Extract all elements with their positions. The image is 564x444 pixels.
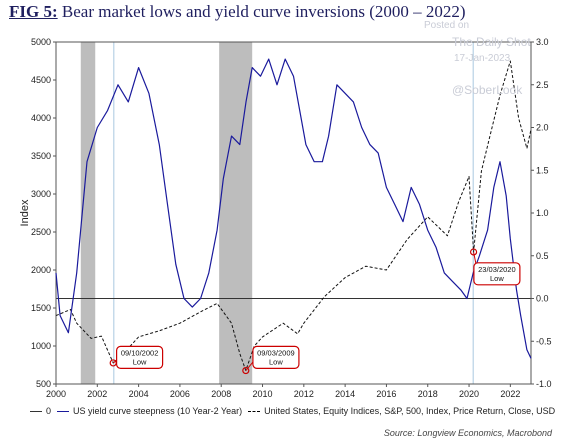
y-right-tick-label: 0.5 xyxy=(536,251,549,261)
annotation-sub-3: Low xyxy=(490,274,504,283)
y-right-tick-label: -1.0 xyxy=(536,379,552,389)
y-left-tick-label: 5000 xyxy=(31,37,51,47)
y-left-tick-label: 2500 xyxy=(31,227,51,237)
y-left-tick-label: 1500 xyxy=(31,303,51,313)
legend-label-2: US yield curve steepness (10 Year-2 Year… xyxy=(73,406,243,416)
y-right-tick-label: 2.0 xyxy=(536,123,549,133)
y-right-tick-label: -0.5 xyxy=(536,336,552,346)
legend-item-3: United States, Equity Indices, S&P, 500,… xyxy=(248,406,555,416)
x-tick-label: 2008 xyxy=(211,389,231,399)
y-left-tick-label: 4500 xyxy=(31,75,51,85)
series-sp500-line xyxy=(55,60,532,371)
legend-item-1: 0 xyxy=(30,406,51,416)
watermark-date: 17-Jan-2023 xyxy=(454,53,511,64)
chart-title: FIG 5: Bear market lows and yield curve … xyxy=(9,2,466,22)
legend-swatch-1 xyxy=(30,410,42,412)
chart-title-text: Bear market lows and yield curve inversi… xyxy=(57,2,466,21)
annotation-date-3: 23/03/2020 xyxy=(478,265,516,274)
watermark-posted-on: Posted on xyxy=(424,20,470,31)
y-left-tick-label: 500 xyxy=(36,379,51,389)
annotation-marker-3 xyxy=(469,248,478,256)
watermark-handle: @SoberLook xyxy=(452,83,523,97)
y-right-tick-label: 1.0 xyxy=(536,208,549,218)
recession-shading-1 xyxy=(80,42,96,384)
annotation-box-2 xyxy=(252,345,300,369)
x-tick-label: 2006 xyxy=(170,389,190,399)
y-left-tick-label: 4000 xyxy=(31,113,51,123)
x-tick-label: 2020 xyxy=(459,389,479,399)
annotation-date-1: 09/10/2002 xyxy=(121,348,159,357)
annotation-date-2: 09/03/2009 xyxy=(257,348,295,357)
y-axis-label: Index xyxy=(19,199,31,226)
series-yield-curve-line xyxy=(55,58,532,359)
legend-swatch-2 xyxy=(57,410,70,412)
chart-legend: 0 US yield curve steepness (10 Year-2 Yea… xyxy=(30,406,561,416)
annotation-box-3 xyxy=(473,262,521,286)
x-tick-label: 2010 xyxy=(253,389,273,399)
y-left-tick-label: 2000 xyxy=(31,265,51,275)
x-tick-label: 2016 xyxy=(376,389,396,399)
x-tick-label: 2014 xyxy=(335,389,355,399)
annotation-box-1 xyxy=(116,345,164,369)
y-right-tick-label: 3.0 xyxy=(536,37,549,47)
x-tick-label: 2004 xyxy=(129,389,149,399)
figure-number: FIG 5: xyxy=(9,2,58,21)
y-left-tick-label: 3000 xyxy=(31,189,51,199)
y-left-tick-label: 1000 xyxy=(31,341,51,351)
x-tick-label: 2018 xyxy=(418,389,438,399)
x-tick-label: 2000 xyxy=(46,389,66,399)
source-note: Source: Longview Economics, Macrobond xyxy=(383,428,552,438)
y-right-tick-label: 0.0 xyxy=(536,294,549,304)
annotation-sub-1: Low xyxy=(133,357,147,366)
x-tick-label: 2022 xyxy=(500,389,520,399)
legend-item-2: US yield curve steepness (10 Year-2 Year… xyxy=(57,406,242,416)
annotation-marker-2 xyxy=(242,366,250,375)
legend-label-1: 0 xyxy=(46,406,52,416)
annotation-sub-2: Low xyxy=(269,357,283,366)
legend-swatch-3 xyxy=(248,410,261,412)
x-tick-label: 2012 xyxy=(294,389,314,399)
y-right-tick-label: 2.5 xyxy=(536,80,549,90)
y-right-tick-label: 1.5 xyxy=(536,165,549,175)
y-left-tick-label: 3500 xyxy=(31,151,51,161)
x-tick-label: 2002 xyxy=(87,389,107,399)
watermark-publication: The Daily Shot xyxy=(452,35,531,49)
legend-label-3: United States, Equity Indices, S&P, 500,… xyxy=(264,406,556,416)
